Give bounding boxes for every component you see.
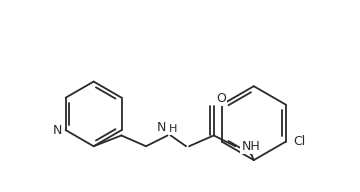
Text: Cl: Cl [293,135,306,148]
Text: N: N [157,121,166,134]
Text: H: H [169,124,177,134]
Text: O: O [216,92,226,105]
Text: N: N [53,124,63,137]
Text: NH: NH [242,140,260,153]
